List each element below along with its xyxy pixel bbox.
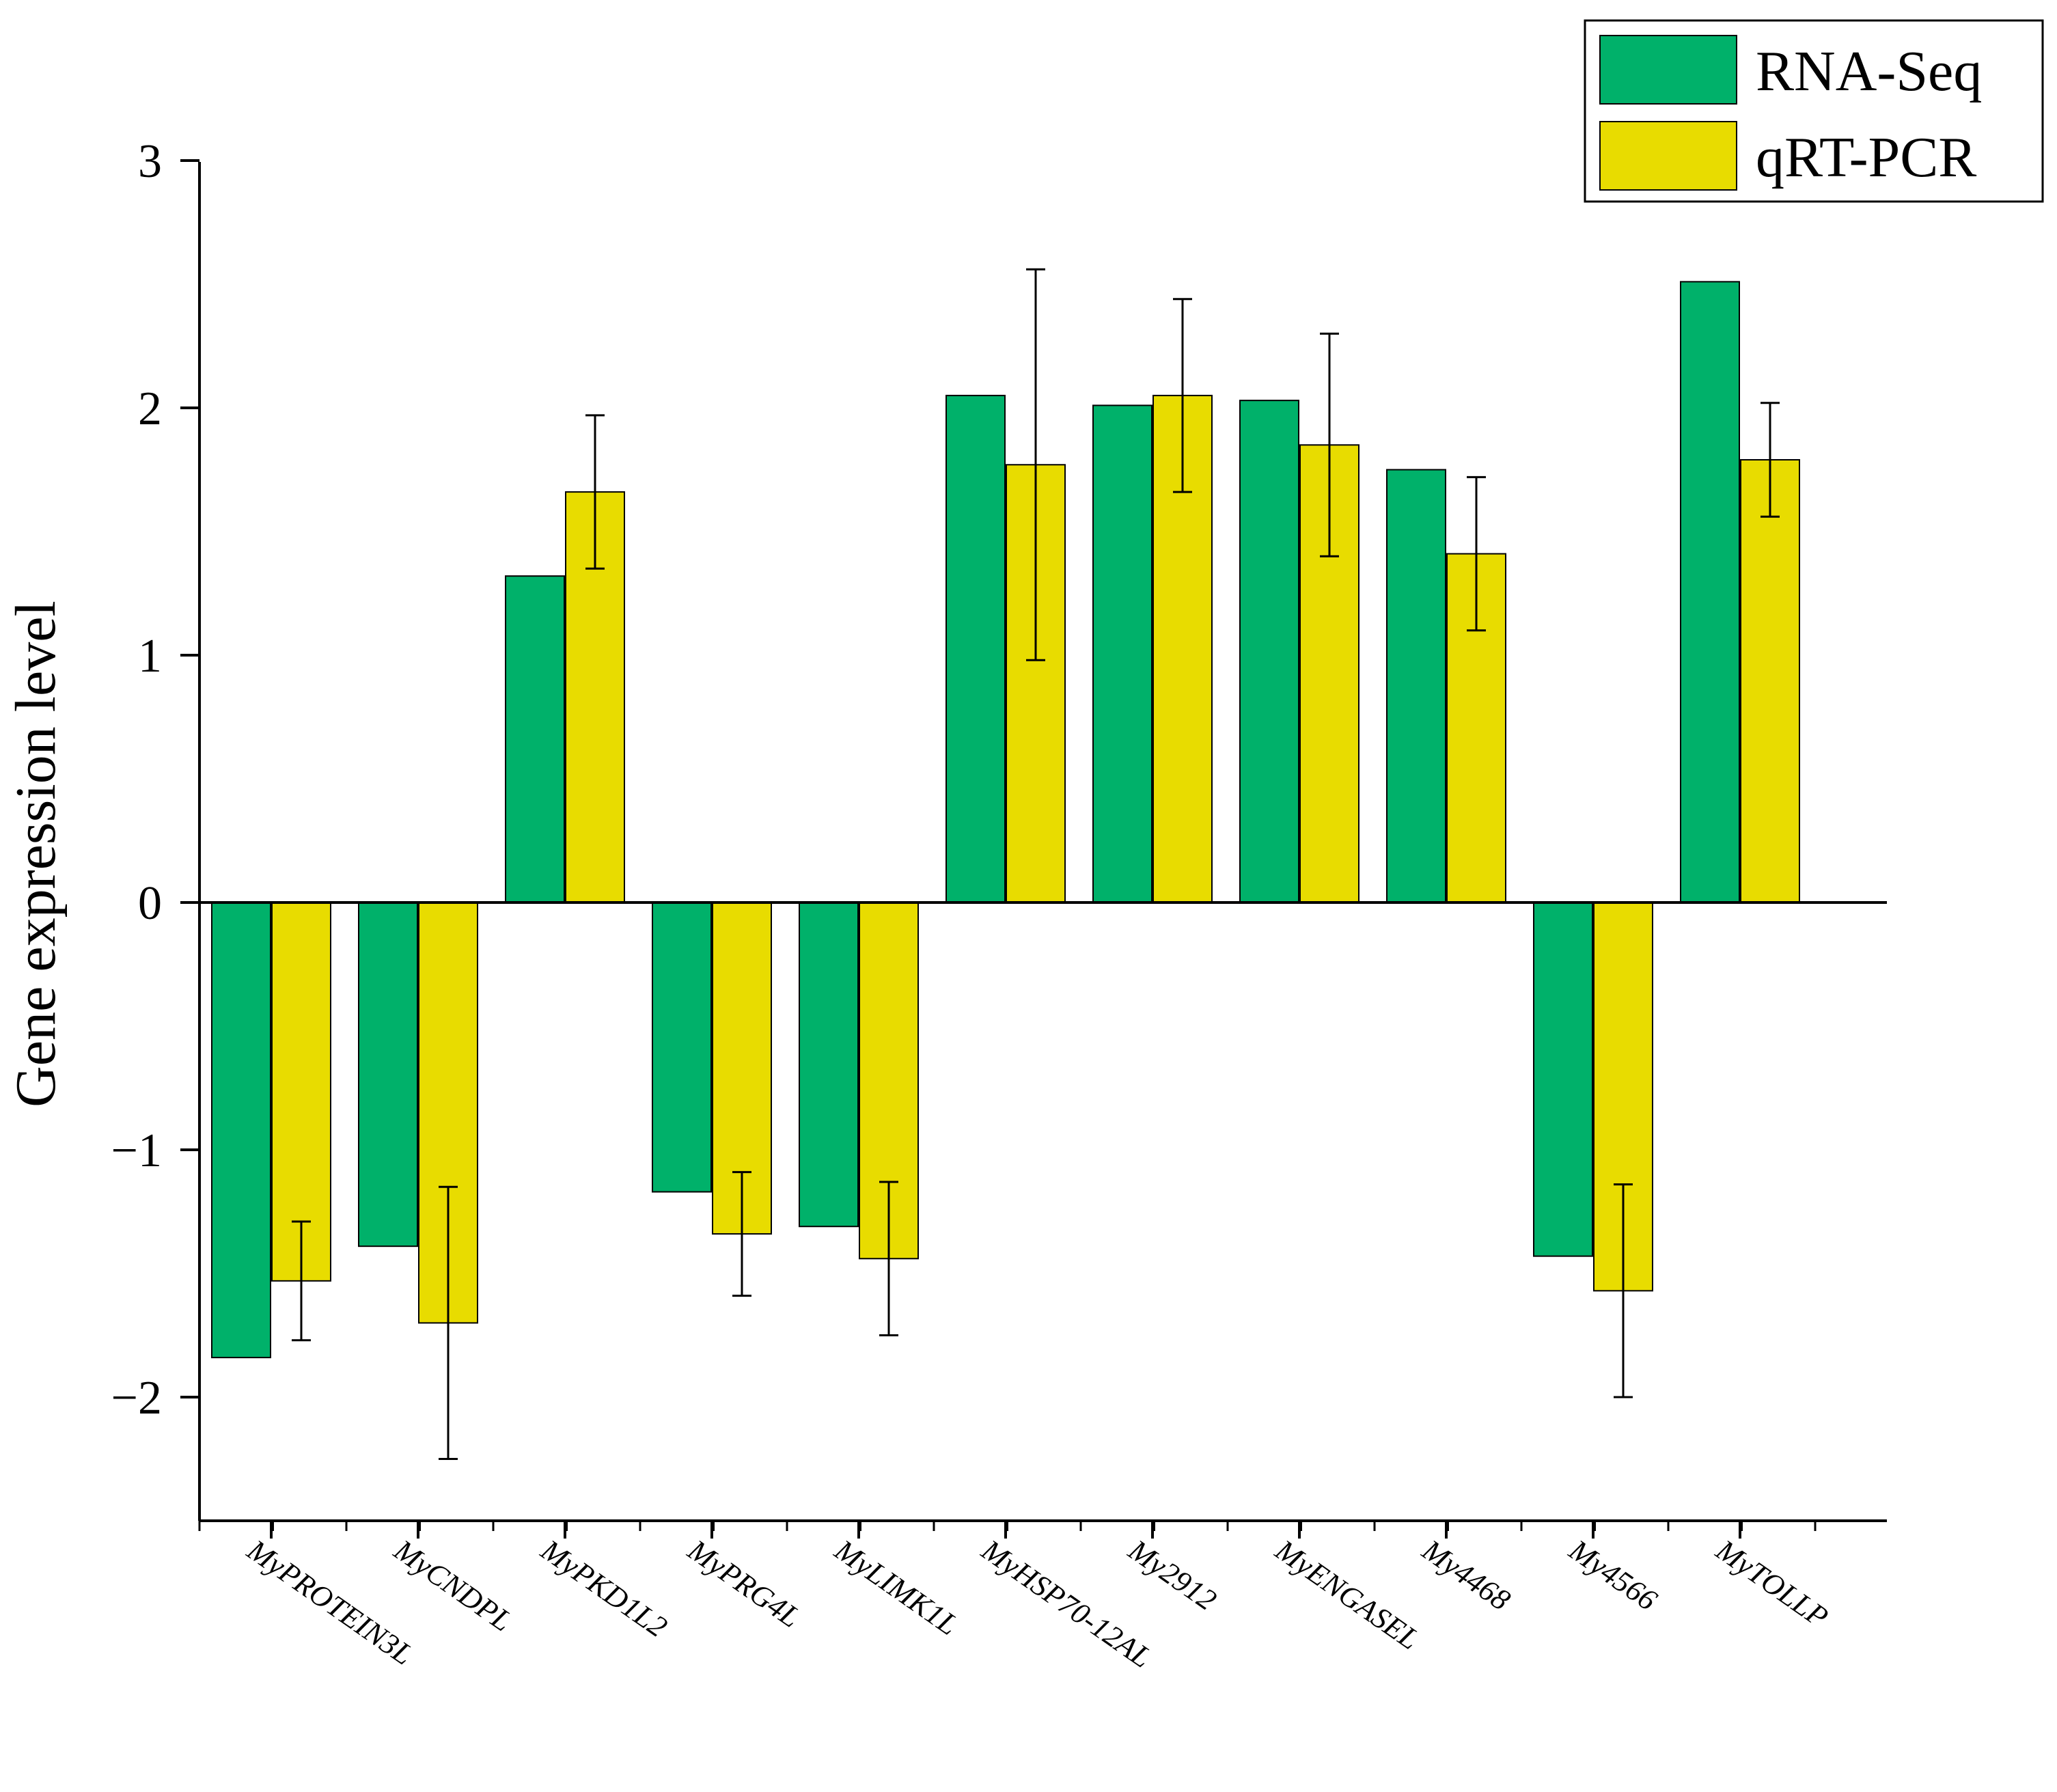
legend-swatch-qrt-pcr	[1599, 121, 1737, 191]
x-tick-label-mypkd1l2: MyPKD1L2	[534, 1532, 673, 1644]
axes-layer	[180, 159, 1887, 1539]
error-bars-layer	[292, 268, 1780, 1460]
bar-rna-seq-my2912	[1092, 404, 1152, 903]
bar-rna-seq-my4566	[1533, 902, 1593, 1257]
error-bar-my2912	[1173, 298, 1192, 493]
x-tick-label-mytollp: MyTOLLP	[1709, 1532, 1834, 1634]
x-tick-label-myengasel: MyENGASEL	[1269, 1532, 1425, 1656]
x-tick-label-my2912: My2912	[1122, 1532, 1222, 1616]
bars-layer	[211, 281, 1800, 1359]
legend-label-rna-seq: RNA-Seq	[1756, 40, 1982, 103]
y-tick-label: −1	[111, 1125, 162, 1177]
error-bar-myprg4l	[732, 1171, 751, 1297]
bar-rna-seq-myengasel	[1239, 400, 1299, 903]
error-bar-myprotein3l	[292, 1220, 311, 1342]
y-tick-label: 3	[138, 135, 162, 188]
bar-rna-seq-mylimk1l	[799, 902, 859, 1228]
error-bar-mycndpl	[439, 1185, 458, 1460]
legend-label-qrt-pcr: qRT-PCR	[1756, 126, 1976, 189]
x-tick-label-mylimk1l: MyLIMK1L	[828, 1532, 964, 1642]
error-bar-mytollp	[1761, 402, 1780, 518]
bar-rna-seq-mytollp	[1680, 281, 1740, 903]
error-bar-myengasel	[1320, 332, 1339, 557]
x-tick-label-myprg4l: MyPRG4L	[681, 1532, 806, 1634]
error-bar-my4566	[1614, 1183, 1633, 1398]
x-tick-label-my4468: My4468	[1416, 1532, 1516, 1616]
bar-rna-seq-my4468	[1386, 469, 1446, 903]
x-tick-label-my4566: My4566	[1562, 1532, 1663, 1616]
x-tick-label-mycndpl: MyCNDPL	[387, 1532, 518, 1638]
y-axis-title: Gene expression level	[4, 601, 68, 1107]
y-tick-label: −2	[111, 1372, 162, 1424]
bar-qrt-pcr-myprotein3l	[271, 902, 331, 1282]
legend: RNA-Seq qRT-PCR	[1584, 19, 2044, 203]
y-tick-label: 0	[138, 877, 162, 930]
y-tick-label: 2	[138, 383, 162, 435]
error-bar-mypkd1l2	[585, 414, 605, 570]
error-bar-myhsp70-12al	[1026, 268, 1045, 661]
error-bar-my4468	[1467, 475, 1486, 632]
bar-rna-seq-mypkd1l2	[505, 575, 565, 903]
bar-rna-seq-myprotein3l	[211, 902, 271, 1359]
bar-qrt-pcr-mytollp	[1740, 459, 1800, 903]
y-tick-label: 1	[138, 630, 162, 683]
bar-rna-seq-myhsp70-12al	[945, 394, 1006, 903]
error-bar-mylimk1l	[879, 1181, 898, 1336]
bar-rna-seq-myprg4l	[652, 902, 712, 1193]
legend-swatch-rna-seq	[1599, 35, 1737, 105]
bar-rna-seq-mycndpl	[358, 902, 418, 1247]
